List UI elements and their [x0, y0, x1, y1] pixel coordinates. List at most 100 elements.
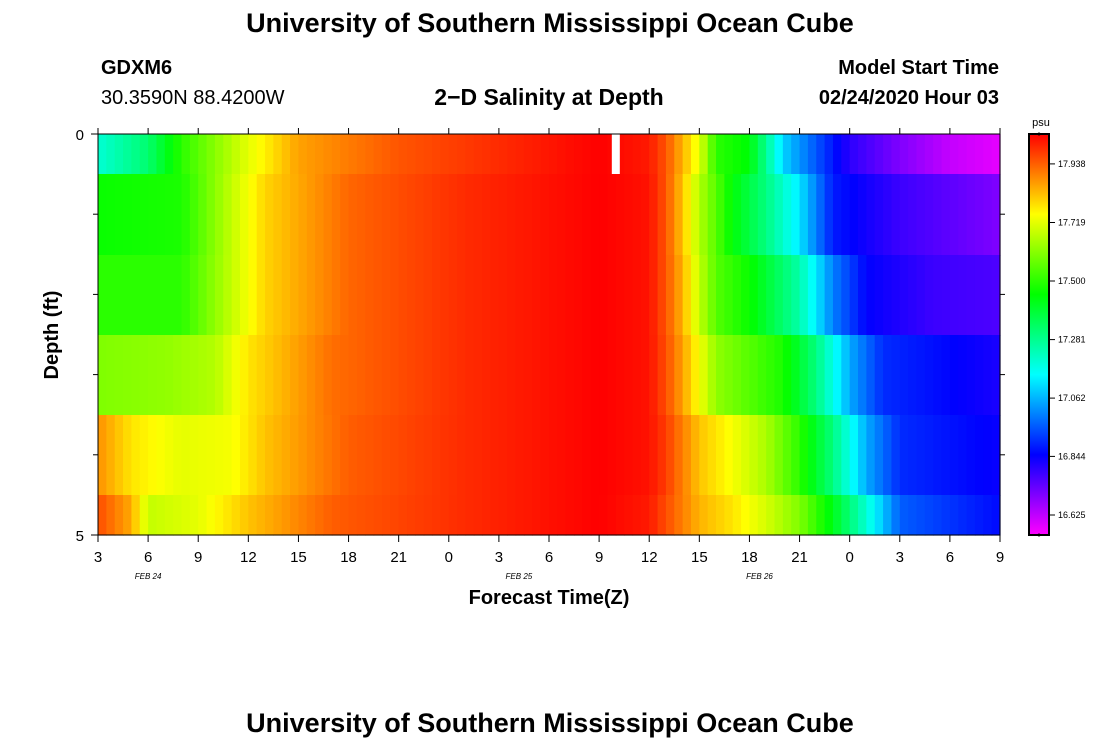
heat-cell [532, 335, 542, 416]
colorbar-tick-label: 17.281 [1058, 335, 1086, 345]
heat-cell [365, 134, 375, 175]
heat-cell [665, 415, 675, 496]
heat-cell [649, 415, 659, 496]
heat-cell [699, 335, 709, 416]
heat-cell [949, 134, 959, 175]
heat-cell [189, 134, 199, 175]
heat-cell [164, 174, 174, 256]
heat-cell [799, 495, 809, 536]
heat-cell [507, 255, 517, 336]
heat-cell [106, 415, 116, 496]
heat-cell [732, 415, 742, 496]
heat-cell [933, 174, 943, 256]
heat-cell [290, 415, 300, 496]
heat-cell [331, 134, 341, 175]
heat-cell [640, 335, 650, 416]
missing-data-cell [611, 134, 620, 174]
heat-cell [841, 335, 851, 416]
heat-cell [716, 335, 725, 416]
heat-cell [657, 255, 667, 336]
heat-cell [624, 174, 634, 256]
heat-cell [356, 255, 366, 336]
heat-cell [590, 134, 600, 175]
heat-cell [782, 255, 792, 336]
heat-cell [599, 495, 609, 536]
heat-cell [883, 255, 893, 336]
heat-cell [874, 174, 884, 256]
heatmap-cells [98, 134, 1001, 536]
heat-cell [131, 495, 141, 536]
heat-cell [298, 255, 308, 336]
heat-cell [824, 495, 834, 536]
heat-cell [340, 255, 350, 336]
heat-cell [983, 335, 993, 416]
heat-cell [523, 255, 533, 336]
heat-cell [699, 134, 709, 175]
colorbar-tick-label: 17.062 [1058, 393, 1086, 403]
heat-cell [690, 495, 700, 536]
heat-cell [515, 134, 525, 175]
heat-cell [381, 495, 391, 536]
heat-cell [239, 335, 249, 416]
heat-cell [139, 134, 149, 175]
heat-cell [807, 134, 817, 175]
heat-cell [757, 134, 767, 175]
heat-cell [899, 174, 909, 256]
heat-cell [891, 335, 901, 416]
heat-cell [849, 255, 859, 336]
heat-cell [983, 495, 993, 536]
heat-cell [841, 415, 851, 496]
heat-cell [156, 335, 166, 416]
heat-cell [323, 495, 333, 536]
x-tick-label: 9 [996, 549, 1004, 566]
heat-cell [824, 255, 834, 336]
heat-cell [924, 335, 934, 416]
heat-cell [849, 174, 859, 256]
colorbar: psu 17.938 17.719 17.500 17.281 17.062 16.844… [1028, 117, 1086, 537]
heat-cell [106, 255, 116, 336]
heat-cell [173, 255, 183, 336]
heat-cell [866, 134, 876, 175]
heat-cell [749, 335, 759, 416]
heat-cell [883, 495, 893, 536]
heat-cell [281, 335, 291, 416]
heat-cell [732, 134, 742, 175]
heat-cell [507, 134, 517, 175]
heat-cell [716, 255, 725, 336]
heat-cell [340, 415, 350, 496]
heat-cell [866, 255, 876, 336]
heat-cell [674, 174, 684, 256]
heat-cell [774, 495, 784, 536]
heat-cell [114, 134, 124, 175]
heat-cell [874, 335, 884, 416]
heat-cell [356, 134, 366, 175]
heat-cell [941, 335, 951, 416]
x-tick-label: 6 [946, 549, 954, 566]
heat-cell [106, 174, 116, 256]
heat-cell [841, 495, 851, 536]
heat-cell [749, 415, 759, 496]
heat-cell [148, 415, 158, 496]
heat-cell [891, 134, 901, 175]
colorbar-end-dot [1037, 533, 1041, 537]
heat-cell [565, 174, 575, 256]
heat-cell [381, 335, 391, 416]
heat-cell [682, 174, 692, 256]
heat-cell [858, 335, 867, 416]
heat-cell [607, 415, 617, 496]
heat-cell [741, 495, 751, 536]
heat-cell [540, 495, 550, 536]
heat-cell [265, 255, 274, 336]
heat-cell [407, 415, 416, 496]
heat-cell [164, 255, 174, 336]
heat-cell [657, 495, 667, 536]
heat-cell [974, 415, 984, 496]
footer-title: University of Southern Mississippi Ocean… [246, 708, 854, 738]
heat-cell [139, 335, 149, 416]
x-tick-label: 9 [595, 549, 603, 566]
heat-cell [699, 415, 709, 496]
heat-cell [791, 255, 801, 336]
heat-cell [164, 415, 174, 496]
heat-cell [423, 255, 433, 336]
heat-cell [916, 335, 926, 416]
